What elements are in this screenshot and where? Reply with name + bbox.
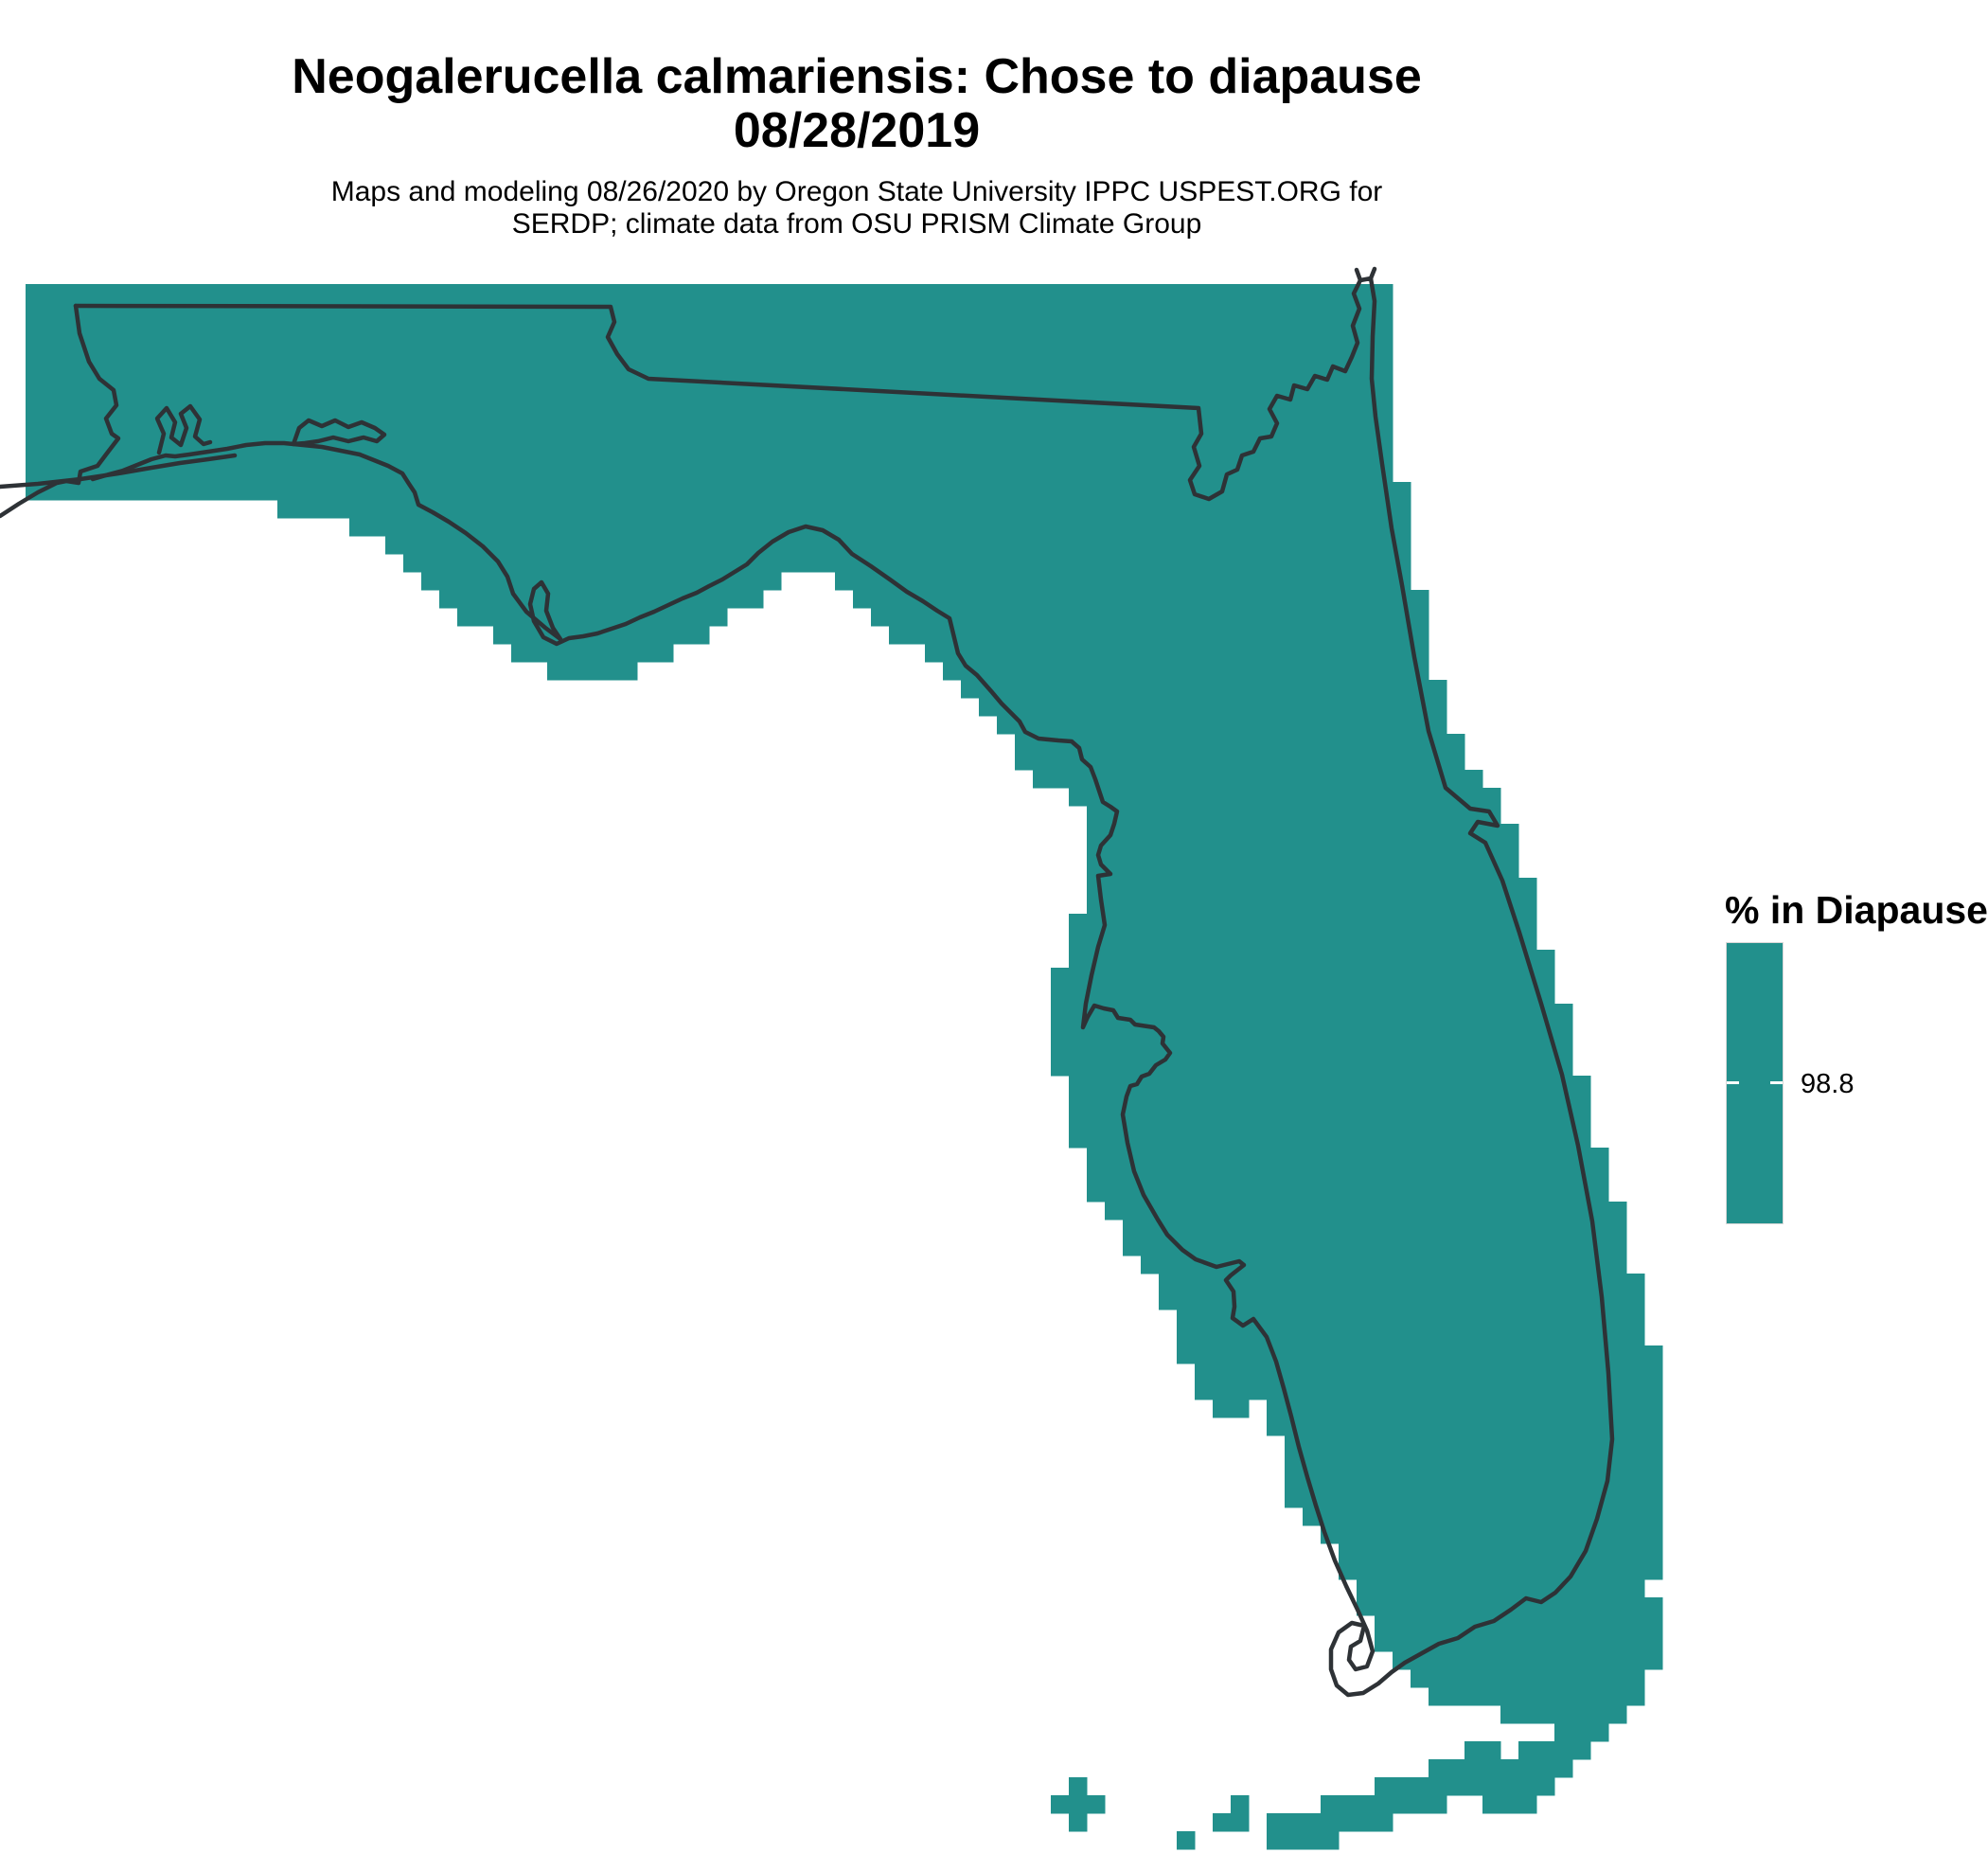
page-title: Neogalerucella calmariensis: Chose to di… xyxy=(0,50,1713,158)
title-line-1: Neogalerucella calmariensis: Chose to di… xyxy=(292,49,1422,104)
state-boundary-outline xyxy=(0,453,238,490)
state-boundary-outline xyxy=(1368,266,1377,281)
subtitle-line-1: Maps and modeling 08/26/2020 by Oregon S… xyxy=(330,176,1383,207)
state-boundary-outline xyxy=(291,418,387,447)
state-boundary-outline xyxy=(0,303,121,519)
state-boundary-outline xyxy=(73,276,1615,1698)
state-boundary-outline xyxy=(154,403,213,455)
title-date: 08/28/2019 xyxy=(733,103,981,158)
attribution-subtitle: Maps and modeling 08/26/2020 by Oregon S… xyxy=(0,176,1713,241)
subtitle-line-2: SERDP; climate data from OSU PRISM Clima… xyxy=(511,208,1202,240)
state-boundary-outline xyxy=(1354,267,1363,283)
